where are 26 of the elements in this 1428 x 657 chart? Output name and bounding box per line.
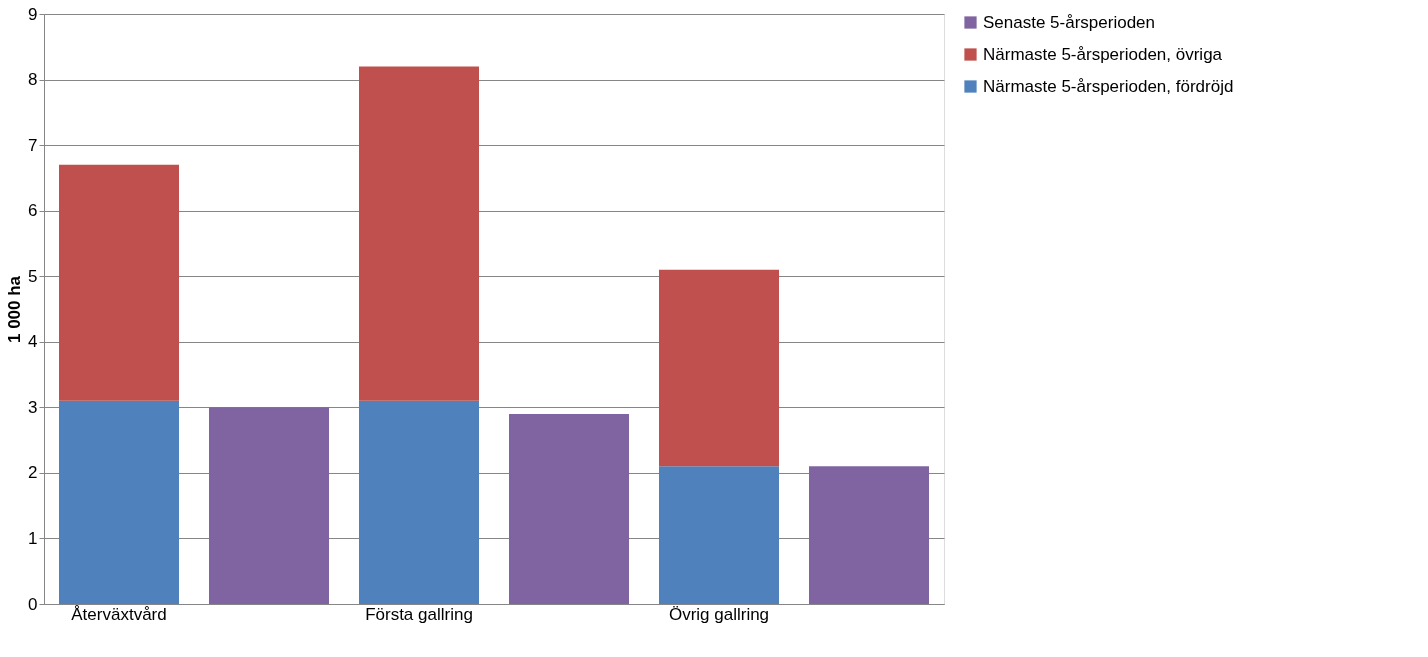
y-tick-label: 9 — [28, 4, 38, 24]
legend-label: Senaste 5-årsperioden — [983, 12, 1156, 32]
y-axis-title: 1 000 ha — [5, 275, 25, 344]
bar — [59, 164, 179, 401]
bar — [359, 66, 479, 401]
x-tick-label: Första gallring — [365, 604, 473, 624]
y-tick-label: 8 — [28, 70, 38, 90]
y-tick-label: 5 — [28, 266, 38, 286]
y-tick-label: 7 — [28, 135, 38, 155]
legend-label: Närmaste 5-årsperioden, fördröjd — [983, 76, 1234, 96]
y-tick-label: 2 — [28, 463, 38, 483]
bar — [359, 400, 479, 604]
y-tick-label: 0 — [28, 594, 38, 614]
legend-label: Närmaste 5-årsperioden, övriga — [983, 44, 1223, 64]
y-tick-label: 4 — [28, 332, 38, 352]
x-tick-label: Återväxtvård — [71, 604, 167, 624]
bar — [59, 400, 179, 604]
bar — [659, 269, 779, 467]
bar — [209, 407, 329, 604]
y-tick-label: 3 — [28, 397, 38, 417]
y-tick-label: 6 — [28, 201, 38, 221]
x-tick-label: Övrig gallring — [668, 604, 770, 624]
bar — [809, 466, 929, 604]
bar — [659, 466, 779, 604]
y-tick-label: 1 — [28, 528, 38, 548]
bar — [509, 413, 629, 604]
